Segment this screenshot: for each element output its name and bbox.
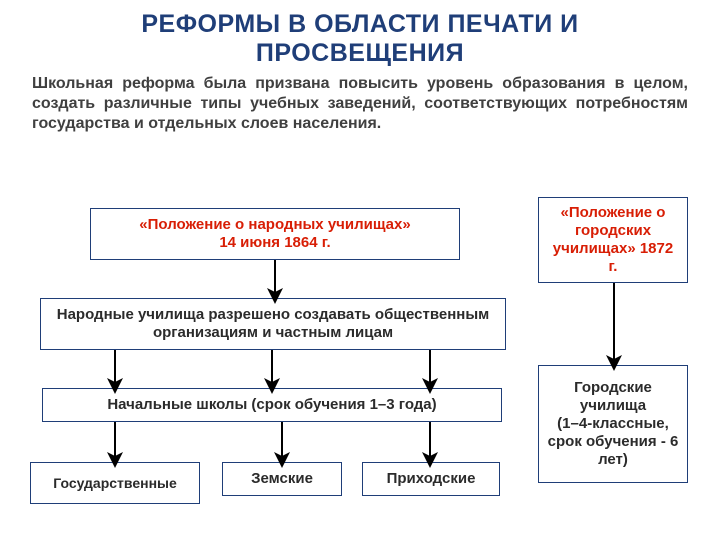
box-parish-schools: Приходские (362, 462, 500, 496)
box-public-schools: Народные училища разрешено создавать общ… (40, 298, 506, 350)
box-state-schools: Государственные (30, 462, 200, 504)
box-decree-1872: «Положение о городских училищах» 1872 г. (538, 197, 688, 283)
box-decree-1864: «Положение о народных училищах»14 июня 1… (90, 208, 460, 260)
page-title: РЕФОРМЫ В ОБЛАСТИ ПЕЧАТИ И ПРОСВЕЩЕНИЯ (0, 0, 720, 74)
box-city-schools: Городские училища(1–4-классные, срок обу… (538, 365, 688, 483)
box-primary-schools: Начальные школы (срок обучения 1–3 года) (42, 388, 502, 422)
box-zemstvo-schools: Земские (222, 462, 342, 496)
intro-paragraph: Школьная реформа была призвана повысить … (0, 74, 720, 144)
